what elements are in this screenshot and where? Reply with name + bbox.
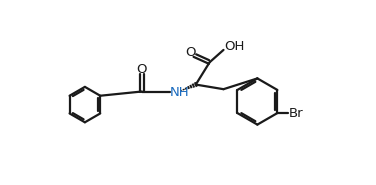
Text: Br: Br [289, 107, 303, 120]
Text: OH: OH [224, 40, 245, 53]
Text: O: O [185, 46, 196, 59]
Text: O: O [136, 63, 147, 76]
Text: NH: NH [170, 86, 190, 99]
